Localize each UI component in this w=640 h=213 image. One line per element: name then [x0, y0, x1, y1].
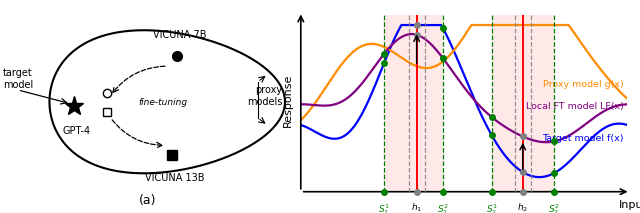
Text: (a): (a) [138, 194, 156, 207]
Text: Input: Input [620, 200, 640, 210]
Bar [384, 15, 443, 192]
Text: target
model: target model [3, 68, 33, 90]
Bar [492, 15, 554, 192]
Text: VICUNA 7B: VICUNA 7B [153, 30, 206, 40]
Text: Response: Response [283, 74, 292, 127]
Text: $S_2^1$: $S_2^1$ [486, 202, 498, 213]
Text: Local FT model LF(x): Local FT model LF(x) [526, 102, 624, 111]
Text: $S_1^2$: $S_1^2$ [437, 202, 449, 213]
Text: proxy
models: proxy models [247, 85, 283, 107]
Text: Target model f(x): Target model f(x) [543, 134, 624, 142]
Text: $h_1$: $h_1$ [411, 202, 422, 213]
Text: $S_1^1$: $S_1^1$ [378, 202, 390, 213]
Text: $h_2$: $h_2$ [517, 202, 528, 213]
Text: GPT-4: GPT-4 [63, 125, 91, 135]
Text: Proxy model g(x): Proxy model g(x) [543, 80, 624, 89]
Text: VICUNA 13B: VICUNA 13B [145, 173, 205, 183]
Text: $S_2^2$: $S_2^2$ [548, 202, 559, 213]
Text: fine-tuning: fine-tuning [139, 98, 188, 107]
